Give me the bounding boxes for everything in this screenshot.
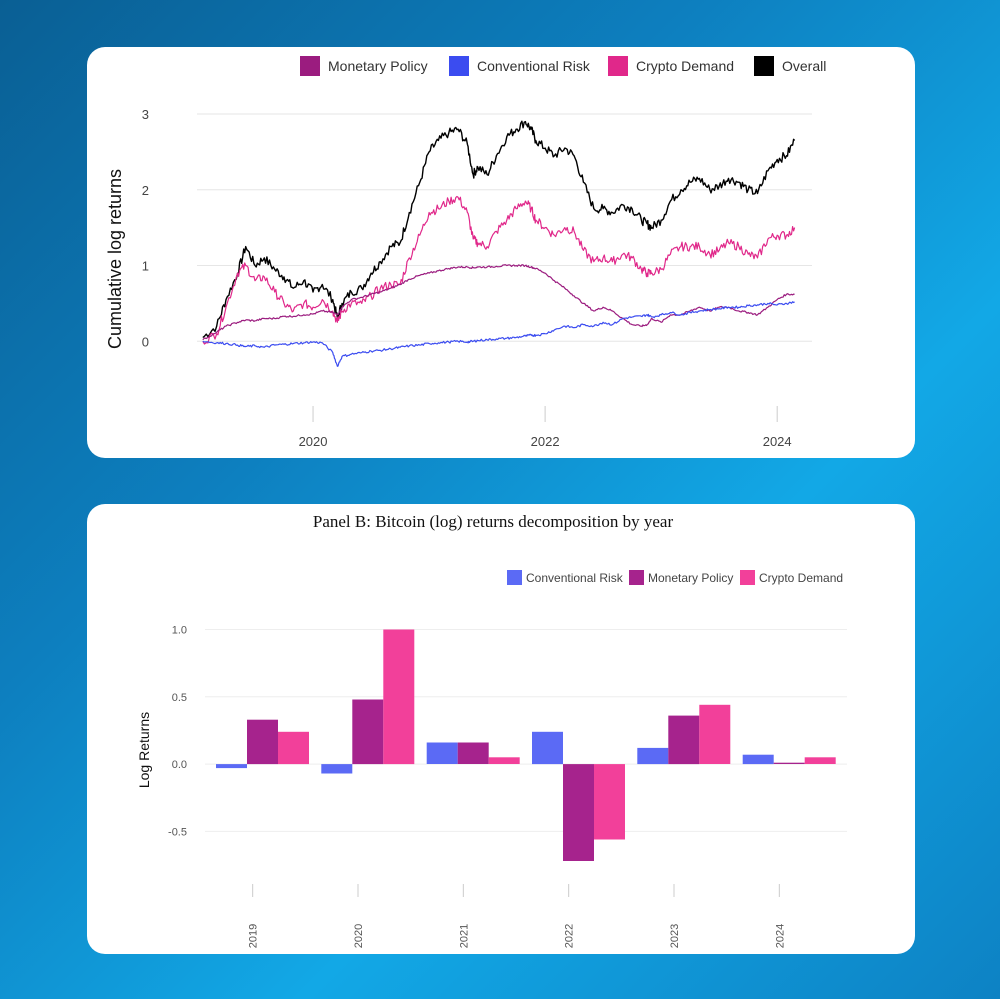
legend-label-crypto-demand: Crypto Demand: [759, 571, 843, 585]
x-tick-label-2023: 2023: [669, 924, 681, 948]
bar-monetary-policy-2019: [247, 719, 278, 765]
series-line-overall: [202, 120, 796, 339]
y-tick-label-0-0: 0.0: [172, 759, 187, 771]
bar-crypto-demand-2019: [278, 731, 309, 765]
series-overall: [202, 120, 796, 339]
bar-conventional-risk-2023: [637, 747, 669, 765]
legend-label-crypto-demand: Crypto Demand: [636, 58, 734, 74]
y-axis-label: Log Returns: [136, 712, 152, 788]
legend-swatch-monetary-policy: [629, 570, 644, 585]
y-tick-label-2: 2: [142, 183, 149, 198]
x-tick-label-2022: 2022: [564, 924, 576, 948]
legend-label-monetary-policy: Monetary Policy: [328, 58, 428, 74]
x-tick-label-2020: 2020: [353, 924, 365, 948]
bar-monetary-policy-2021: [457, 742, 489, 764]
bar-conventional-risk-2022: [532, 731, 563, 765]
bar-conventional-risk-2021: [426, 742, 458, 764]
bar-monetary-policy-2024: [773, 762, 805, 764]
y-tick-label-0-5: 0.5: [172, 692, 187, 704]
bar-crypto-demand-2023: [699, 704, 731, 764]
bar-conventional-risk-2020: [321, 764, 353, 774]
y-tick-label-3: 3: [142, 107, 149, 122]
panel-b-card: Panel B: Bitcoin (log) returns decomposi…: [87, 504, 915, 954]
y-tick-label-0-5: -0.5: [168, 826, 187, 838]
x-tick-label-2024: 2024: [763, 434, 792, 449]
x-tick-label-2020: 2020: [299, 434, 328, 449]
x-tick-label-2019: 2019: [248, 924, 260, 948]
bar-crypto-demand-2021: [488, 757, 520, 764]
bar-monetary-policy-2022: [563, 764, 594, 861]
bar-monetary-policy-2020: [352, 699, 384, 765]
legend-label-conventional-risk: Conventional Risk: [477, 58, 591, 74]
legend-swatch-conventional-risk: [507, 570, 522, 585]
y-axis-label: Cumulative log returns: [105, 169, 125, 349]
series-line-conventional-risk: [202, 301, 795, 367]
series-crypto-demand: [202, 195, 796, 345]
y-tick-label-1-0: 1.0: [172, 624, 187, 636]
x-tick-label-2022: 2022: [531, 434, 560, 449]
y-tick-label-1: 1: [142, 259, 149, 274]
series-conventional-risk: [202, 301, 795, 367]
panel-a-line-chart: Monetary Policy Conventional Risk Crypto D…: [105, 56, 826, 449]
legend-label-overall: Overall: [782, 58, 826, 74]
y-tick-label-0: 0: [142, 334, 149, 349]
series-monetary-policy: [202, 264, 795, 341]
legend-swatch-conventional-risk: [449, 56, 469, 76]
legend-swatch-crypto-demand: [740, 570, 755, 585]
panel-a-card: Monetary Policy Conventional Risk Crypto D…: [87, 47, 915, 458]
panel-b-bar-chart: Panel B: Bitcoin (log) returns decomposi…: [136, 512, 847, 948]
bar-conventional-risk-2024: [742, 754, 774, 765]
bar-conventional-risk-2019: [216, 764, 247, 769]
series-line-crypto-demand: [202, 195, 796, 345]
chart-title: Panel B: Bitcoin (log) returns decomposi…: [313, 512, 674, 531]
bar-crypto-demand-2022: [594, 764, 625, 840]
legend-swatch-overall: [754, 56, 774, 76]
x-tick-label-2021: 2021: [458, 924, 470, 948]
bar-crypto-demand-2024: [804, 757, 836, 764]
x-tick-label-2024: 2024: [774, 924, 786, 948]
legend-swatch-crypto-demand: [608, 56, 628, 76]
series-line-monetary-policy: [202, 264, 795, 341]
legend-label-conventional-risk: Conventional Risk: [526, 571, 624, 585]
bar-crypto-demand-2020: [383, 629, 415, 765]
bar-monetary-policy-2023: [668, 715, 700, 765]
legend-label-monetary-policy: Monetary Policy: [648, 571, 733, 585]
legend-swatch-monetary-policy: [300, 56, 320, 76]
